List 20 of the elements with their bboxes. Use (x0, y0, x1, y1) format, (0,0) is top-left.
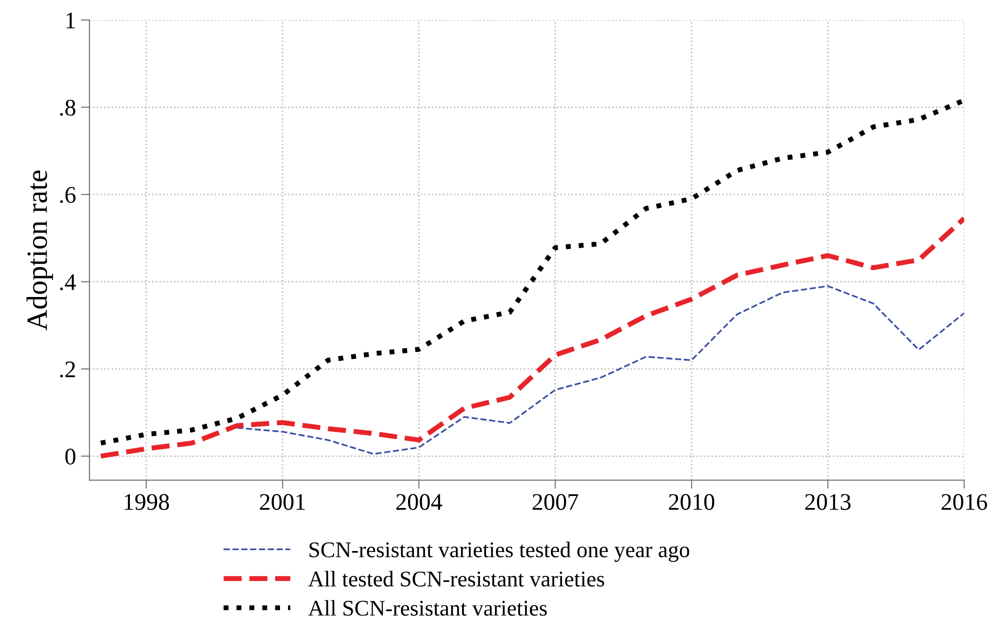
x-tick-label: 2004 (396, 494, 442, 510)
y-tick-label: .6 (60, 187, 76, 204)
y-axis-title: Adoption rate (26, 170, 53, 330)
x-tick-label: 2007 (532, 494, 578, 510)
x-tick-label: 2013 (805, 494, 851, 510)
legend-label: All tested SCN-resistant varieties (308, 570, 604, 587)
x-tick-label: 2016 (942, 494, 988, 510)
legend-label: SCN-resistant varieties tested one year ago (310, 542, 690, 562)
y-tick-label: 0 (65, 448, 76, 465)
line-series (98, 98, 964, 446)
line-series (98, 216, 964, 459)
x-tick-label: 2010 (668, 494, 714, 510)
line-series (236, 285, 964, 455)
y-tick-label: .8 (60, 100, 76, 116)
y-tick-label: 1 (66, 12, 75, 28)
legend-label: All SCN-resistant varieties (308, 600, 547, 616)
x-tick-label: 2001 (260, 494, 305, 510)
y-tick-label: .4 (60, 274, 76, 290)
x-tick-label: 1998 (124, 494, 169, 510)
y-tick-label: .2 (60, 361, 75, 378)
